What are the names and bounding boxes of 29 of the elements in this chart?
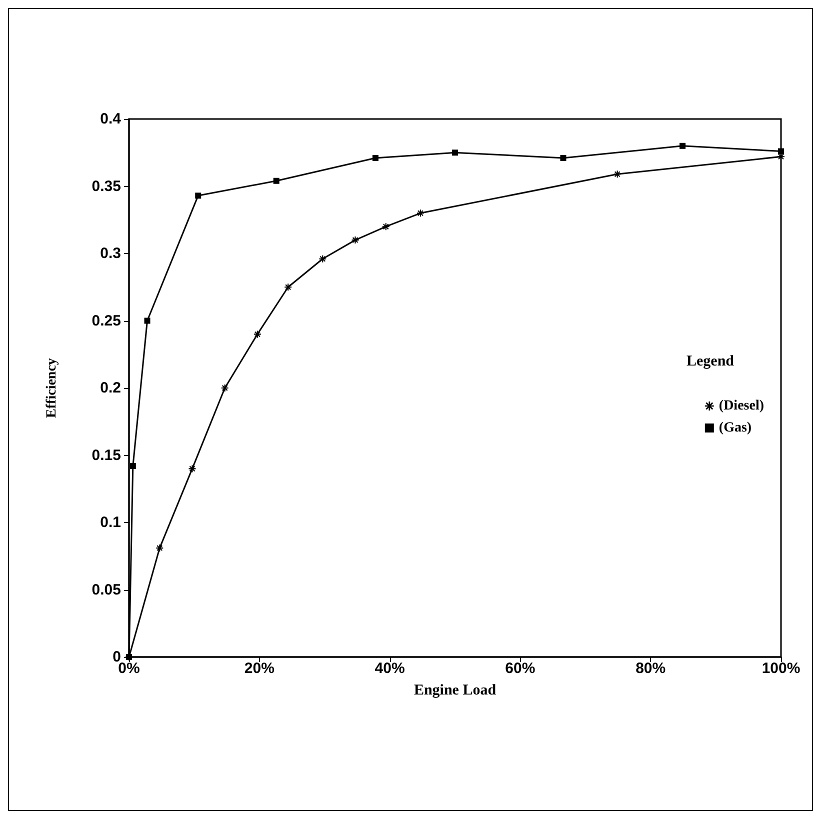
- point: [144, 318, 150, 324]
- point: [680, 142, 686, 149]
- point: [126, 654, 132, 660]
- legend-label: (Diesel): [718, 398, 764, 414]
- y-tick-label: 0.15: [92, 446, 121, 464]
- x-tick-label: 0%: [118, 660, 140, 677]
- y-tick-label: 0.35: [92, 178, 121, 195]
- y-tick-label: 0.3: [100, 245, 121, 262]
- point: [195, 192, 202, 199]
- point: [560, 155, 566, 162]
- x-tick-label: 80%: [636, 660, 666, 677]
- x-axis-title: Engine Load: [414, 682, 497, 698]
- x-tick-label: 40%: [374, 660, 405, 677]
- point: [372, 155, 378, 162]
- legend-title: Legend: [686, 354, 735, 370]
- y-tick-label: 0.2: [100, 380, 121, 396]
- x-tick-label: 20%: [244, 660, 274, 677]
- y-tick-label: 0.25: [92, 312, 121, 330]
- legend-label: (Gas): [718, 420, 752, 436]
- y-axis-title: Efficiency: [44, 358, 60, 418]
- y-tick-label: 0.1: [100, 514, 121, 531]
- x-tick-label: 100%: [762, 660, 800, 677]
- point: [130, 463, 136, 470]
- y-tick-label: 0.05: [92, 581, 121, 598]
- point: [273, 178, 280, 184]
- y-tick-label: 0.4: [100, 110, 122, 128]
- point: [778, 148, 784, 154]
- x-tick-label: 60%: [505, 660, 536, 677]
- point: [452, 150, 458, 156]
